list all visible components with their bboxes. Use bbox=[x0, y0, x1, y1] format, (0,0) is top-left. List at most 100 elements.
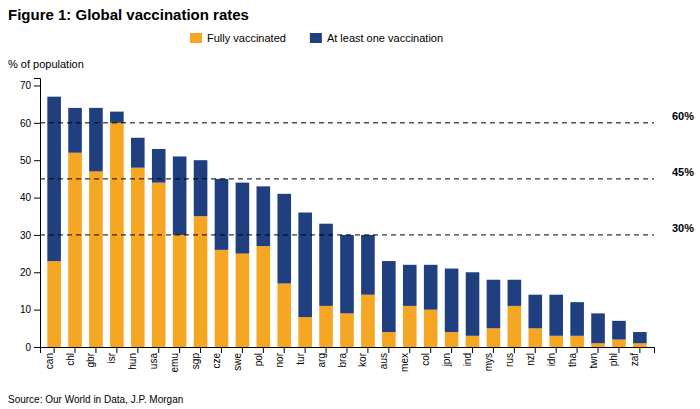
title: Figure 1: Global vaccination rates bbox=[8, 6, 249, 23]
tick: 20 bbox=[20, 267, 40, 278]
tick-mark bbox=[305, 347, 306, 353]
tick-mark bbox=[451, 347, 452, 353]
bar bbox=[445, 332, 459, 347]
tick: mex bbox=[399, 347, 410, 372]
tick-label: isr bbox=[106, 352, 117, 363]
reference-label: 60% bbox=[672, 110, 694, 122]
tick: 30 bbox=[20, 230, 40, 241]
bar bbox=[612, 340, 626, 347]
tick: sgp bbox=[190, 347, 201, 369]
bar bbox=[277, 194, 291, 284]
tick-label: 0 bbox=[25, 342, 31, 353]
tick-mark bbox=[284, 347, 285, 353]
tick-mark bbox=[34, 123, 40, 124]
tick-mark bbox=[535, 347, 536, 353]
y-axis-label: % of population bbox=[8, 58, 84, 70]
bar bbox=[68, 153, 82, 347]
tick-mark bbox=[200, 347, 201, 353]
tick-mark bbox=[116, 347, 117, 353]
tick: bra bbox=[337, 347, 348, 367]
bar bbox=[466, 336, 480, 347]
bar bbox=[131, 138, 145, 168]
bar bbox=[89, 171, 103, 347]
tick-mark bbox=[54, 347, 55, 353]
tick: pol bbox=[253, 347, 264, 366]
bar bbox=[131, 168, 145, 347]
tick-mark bbox=[639, 347, 640, 353]
tick-mark bbox=[34, 272, 40, 273]
tick: ind bbox=[462, 347, 473, 366]
bar bbox=[424, 265, 438, 310]
bar bbox=[215, 179, 229, 250]
axis-line bbox=[34, 79, 41, 348]
bar bbox=[340, 313, 354, 347]
tick: swe bbox=[232, 347, 243, 371]
tick-label: col bbox=[420, 353, 431, 366]
tick-mark bbox=[34, 347, 40, 348]
tick-mark bbox=[34, 235, 40, 236]
tick: kor bbox=[357, 347, 368, 367]
bar bbox=[110, 112, 124, 123]
tick: 70 bbox=[20, 80, 40, 91]
tick-label: usa bbox=[148, 353, 159, 370]
legend-label: Fully vaccinated bbox=[207, 32, 286, 44]
tick: usa bbox=[148, 347, 159, 369]
bar bbox=[68, 108, 82, 153]
bar bbox=[570, 302, 584, 336]
series-bars bbox=[47, 97, 646, 344]
bar bbox=[277, 283, 291, 347]
legend-label: At least one vaccination bbox=[327, 32, 443, 44]
tick-label: 50 bbox=[20, 155, 32, 166]
bar bbox=[236, 183, 250, 254]
tick-mark bbox=[263, 347, 264, 353]
tick-mark bbox=[75, 347, 76, 353]
bar bbox=[528, 295, 542, 329]
tick-mark bbox=[388, 347, 389, 353]
tick: emu bbox=[169, 347, 180, 372]
tick: isr bbox=[106, 347, 117, 364]
tick-label: ind bbox=[462, 353, 473, 366]
tick: aus bbox=[378, 347, 389, 369]
tick-label: can bbox=[44, 353, 55, 369]
tick-mark bbox=[34, 310, 40, 311]
tick-mark bbox=[367, 347, 368, 353]
bar bbox=[173, 156, 187, 234]
bar bbox=[591, 343, 605, 347]
tick-mark bbox=[34, 160, 40, 161]
legend-swatch bbox=[190, 33, 202, 43]
tick-label: 60 bbox=[20, 118, 32, 129]
tick-mark bbox=[221, 347, 222, 353]
legend: Fully vaccinated At least one vaccination bbox=[190, 32, 443, 44]
tick-mark bbox=[514, 347, 515, 353]
tick-label: 20 bbox=[20, 267, 32, 278]
bar bbox=[549, 295, 563, 336]
bar bbox=[445, 269, 459, 333]
tick-label: swe bbox=[232, 353, 243, 371]
tick: 60 bbox=[20, 118, 40, 129]
tick-mark bbox=[618, 347, 619, 353]
bar bbox=[340, 235, 354, 313]
bar bbox=[215, 250, 229, 347]
bar bbox=[47, 261, 61, 347]
tick-label: zaf bbox=[629, 353, 640, 367]
bar bbox=[487, 328, 501, 347]
bar bbox=[257, 246, 271, 347]
tick-label: twn bbox=[588, 353, 599, 369]
bar bbox=[194, 216, 208, 347]
bar bbox=[152, 183, 166, 347]
marks bbox=[40, 97, 654, 347]
y-axis: 010203040506070 bbox=[20, 79, 41, 353]
tick-label: aus bbox=[378, 353, 389, 369]
tick: gbr bbox=[85, 347, 96, 367]
tick-mark bbox=[34, 85, 40, 86]
bar bbox=[508, 280, 522, 306]
bar bbox=[382, 261, 396, 332]
bar bbox=[508, 306, 522, 347]
tick-mark bbox=[137, 347, 138, 353]
tick-mark bbox=[179, 347, 180, 353]
reference-label: 45% bbox=[672, 166, 694, 178]
tick: hun bbox=[127, 347, 138, 370]
tick-label: pol bbox=[253, 353, 264, 366]
tick-label: 70 bbox=[20, 80, 32, 91]
reference-line bbox=[40, 178, 654, 179]
